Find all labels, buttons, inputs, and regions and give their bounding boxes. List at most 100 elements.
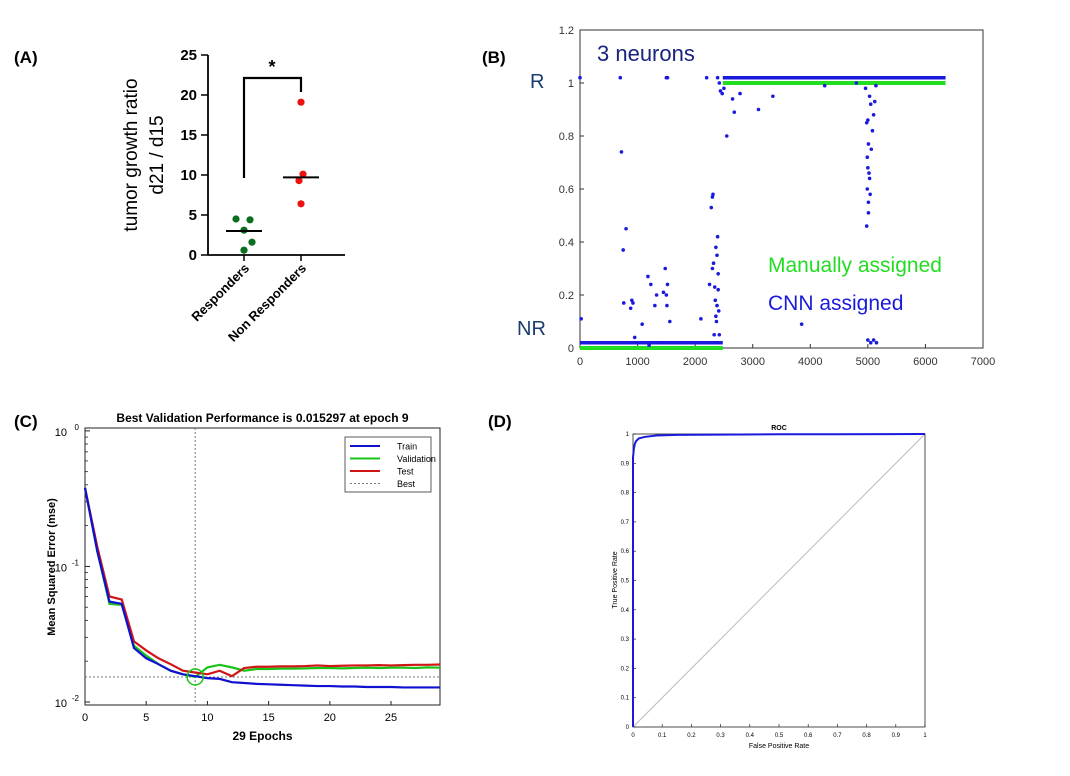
panel-c-y-tick-exponent: -1 xyxy=(72,558,80,567)
panel-d-y-tick-label: 0.7 xyxy=(621,520,630,526)
panel-b-x-tick-label: 6000 xyxy=(913,356,937,368)
panel-b-cnn-point xyxy=(624,226,628,231)
panel-b-x-tick-label: 1000 xyxy=(625,356,649,368)
panel-c-x-tick-label: 15 xyxy=(262,712,274,724)
panel-b-cnn-point xyxy=(866,200,871,205)
panel-b-cnn-point xyxy=(866,211,871,215)
panel-d-x-label: False Positive Rate xyxy=(749,743,809,750)
panel-b-cnn-point xyxy=(715,75,720,80)
panel-c-legend-label: Test xyxy=(397,467,414,477)
panel-b-cnn-point xyxy=(822,83,827,88)
panel-b-cnn-point xyxy=(665,75,670,80)
panel-b-cnn-point xyxy=(714,319,719,324)
panel-b-cnn-point xyxy=(661,290,666,295)
panel-b-cnn-point xyxy=(618,75,623,80)
panel-b-cnn-point xyxy=(799,322,804,326)
panel-b-cnn-point xyxy=(865,187,870,191)
panel-b-label-r: R xyxy=(530,71,544,93)
panel-b-cnn-point xyxy=(866,142,871,146)
panel-a-data-point xyxy=(297,98,305,106)
panel-a-y-tick-label: 15 xyxy=(180,127,197,144)
panel-b-cnn-point xyxy=(711,192,715,197)
panel-c-x-tick-label: 5 xyxy=(143,712,149,724)
panel-a-significance-star: * xyxy=(268,57,275,77)
panel-b-cnn-point xyxy=(631,301,635,305)
panel-b-cnn-point xyxy=(868,102,873,106)
panel-d-x-tick-label: 0.9 xyxy=(892,733,901,739)
panel-b-cnn-point xyxy=(665,303,669,308)
panel-d-x-tick-label: 0.8 xyxy=(862,733,871,739)
panel-b-cnn-point xyxy=(707,282,712,287)
panel-a-data-point xyxy=(248,238,256,246)
panel-a-label: (A) xyxy=(14,48,38,67)
panel-b-x-tick-label: 5000 xyxy=(856,356,880,368)
panel-c-title: Best Validation Performance is 0.015297 … xyxy=(116,411,408,425)
panel-b-cnn-point xyxy=(653,303,657,308)
panel-b-cnn-point xyxy=(872,99,877,104)
panel-b-cnn-point xyxy=(874,340,879,345)
panel-a-y-tick-label: 10 xyxy=(180,167,197,184)
panel-b-cnn-point xyxy=(717,81,722,85)
panel-d-x-tick-label: 0.4 xyxy=(746,733,755,739)
panel-d-x-tick-label: 0.1 xyxy=(658,733,667,739)
panel-d-x-tick-label: 0.2 xyxy=(687,733,696,739)
panel-c-label: (C) xyxy=(14,412,38,431)
panel-b-cnn-point xyxy=(720,91,725,96)
panel-b-cnn-point xyxy=(668,319,672,324)
panel-b-y-tick-label: 0.4 xyxy=(559,237,574,249)
panel-b-x-tick-label: 3000 xyxy=(740,356,764,368)
panel-a-y-tick-label: 0 xyxy=(189,247,197,264)
panel-b-cnn-point xyxy=(864,224,869,228)
panel-b-cnn-point xyxy=(632,335,637,340)
panel-b-cnn-point xyxy=(867,94,872,99)
panel-c-validation-line xyxy=(83,487,441,679)
panel-b-cnn-point xyxy=(718,89,723,93)
panel-b-cnn-point xyxy=(771,94,775,99)
panel-c-train-line xyxy=(83,487,440,689)
panel-b-cnn-point xyxy=(714,245,718,250)
panel-a-significance-bracket xyxy=(242,76,303,178)
panel-c-test-line xyxy=(83,487,441,678)
panel-b-cnn-point xyxy=(716,287,720,292)
panel-d-y-tick-label: 0.1 xyxy=(621,696,630,702)
panel-b-cnn-point xyxy=(628,306,633,311)
panel-b-cnn-point xyxy=(725,134,729,138)
panel-b-cnn-point xyxy=(716,272,720,276)
panel-d-title: ROC xyxy=(771,425,787,432)
panel-c-x-tick-label: 25 xyxy=(385,712,397,724)
panel-a-y-label: d21 / d15 xyxy=(147,115,168,194)
panel-b-x-tick-label: 4000 xyxy=(798,356,822,368)
panel-c-y-tick-label: 10 xyxy=(55,427,67,439)
panel-d-x-tick-label: 0 xyxy=(631,733,635,739)
panel-b-cnn-point xyxy=(874,83,878,88)
panel-d-x-tick-label: 0.3 xyxy=(716,733,725,739)
panel-a-y-tick-label: 25 xyxy=(180,47,197,64)
panel-b-cnn-point xyxy=(659,340,664,345)
panel-a-data-point xyxy=(240,246,248,254)
panel-b-cnn-point xyxy=(869,147,874,152)
panel-b-cnn-point xyxy=(868,192,872,197)
panel-b-cnn-point xyxy=(714,314,718,319)
panel-b-y-tick-label: 0 xyxy=(568,343,574,355)
panel-b-cnn-point xyxy=(578,75,582,80)
panel-b-cnn-point xyxy=(621,248,625,252)
panel-b-cnn-point xyxy=(715,234,720,239)
panel-b-y-tick-label: 1.2 xyxy=(559,25,574,37)
panel-b-cnn-point xyxy=(738,91,742,96)
panel-b-cnn-point xyxy=(647,343,651,348)
panel-b-cnn-point xyxy=(866,118,870,122)
panel-b-cnn-point xyxy=(715,303,719,308)
panel-b-cnn-point xyxy=(867,176,872,181)
panel-a-data-point xyxy=(299,170,307,178)
panel-b-cnn-point xyxy=(712,285,717,289)
panel-b-cnn-point xyxy=(730,97,735,101)
panel-b-cnn-point xyxy=(722,86,726,91)
panel-b-y-tick-label: 0.2 xyxy=(559,290,574,302)
panel-b-cnn-point xyxy=(704,75,709,80)
panel-b-x-tick-label: 7000 xyxy=(971,356,995,368)
panel-a-y-label: tumor growth ratio xyxy=(121,78,142,231)
panel-b-legend-cnn: CNN assigned xyxy=(768,292,903,315)
panel-b-x-tick-label: 2000 xyxy=(683,356,707,368)
panel-d-y-tick-label: 0 xyxy=(626,725,630,731)
